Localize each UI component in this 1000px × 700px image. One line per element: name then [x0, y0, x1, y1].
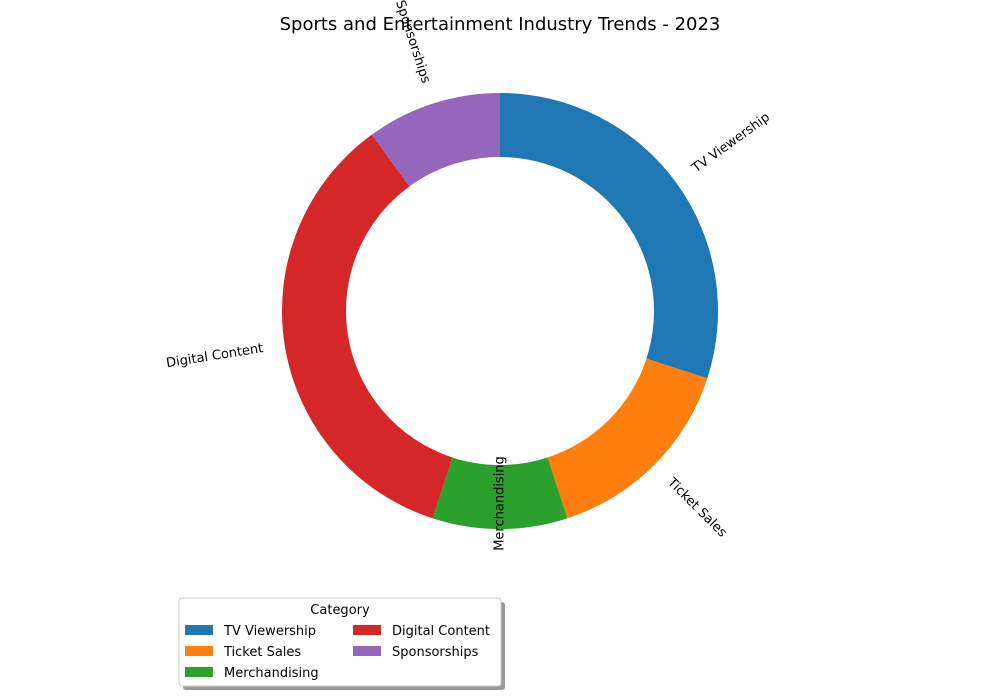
- legend-label-digital-content: Digital Content: [392, 624, 490, 639]
- legend-swatch-sponsorships: [353, 646, 381, 656]
- legend-label-ticket-sales: Ticket Sales: [223, 645, 301, 660]
- slice-tv-viewership: [500, 93, 718, 379]
- donut-slices: [282, 93, 718, 529]
- slice-label-sponsorships: Sponsorships: [392, 0, 433, 85]
- slice-label-digital-content: Digital Content: [165, 341, 264, 371]
- slice-sponsorships: [371, 93, 500, 187]
- slice-digital-content: [282, 134, 453, 519]
- slice-label-merchandising: Merchandising: [493, 456, 508, 551]
- legend-swatch-merchandising: [185, 667, 213, 677]
- legend-label-sponsorships: Sponsorships: [392, 645, 479, 660]
- slice-label-tv-viewership: TV Viewership: [689, 110, 773, 177]
- legend-swatch-tv-viewership: [185, 625, 213, 635]
- legend-title: Category: [310, 603, 370, 618]
- legend: Category TV Viewership Ticket Sales Merchan…: [178, 597, 505, 690]
- chart-title: Sports and Entertainment Industry Trends…: [280, 14, 721, 35]
- slice-label-ticket-sales: Ticket Sales: [664, 475, 730, 541]
- slice-ticket-sales: [547, 358, 708, 519]
- legend-box: [178, 597, 502, 687]
- slice-merchandising: [432, 457, 568, 529]
- legend-label-tv-viewership: TV Viewership: [223, 624, 316, 639]
- legend-swatch-ticket-sales: [185, 646, 213, 656]
- legend-swatch-digital-content: [353, 625, 381, 635]
- legend-label-merchandising: Merchandising: [224, 666, 319, 681]
